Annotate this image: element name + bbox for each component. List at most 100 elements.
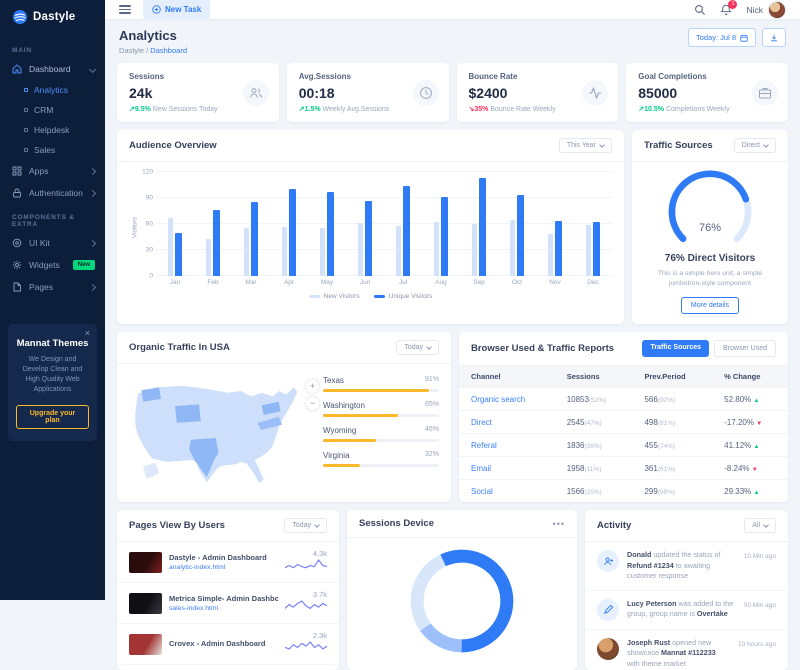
bar-group-feb — [194, 172, 232, 276]
grid-icon — [12, 166, 22, 176]
legend-item: Unique Visitors — [373, 293, 432, 300]
sidebar-item-crm[interactable]: CRM — [0, 100, 105, 120]
bar-group-sep — [460, 172, 498, 276]
new-visitors-bar — [320, 228, 325, 276]
traffic-sources-panel: Traffic Sources Direct 76% 76% Direct Vi… — [632, 130, 788, 325]
panel-title: Audience Overview — [129, 140, 217, 151]
usa-outline — [135, 386, 298, 484]
clock-icon — [419, 86, 432, 99]
brand-name: Dastyle — [33, 11, 76, 23]
new-visitors-bar — [396, 225, 401, 276]
home-icon — [12, 64, 22, 74]
traffic-filter-dropdown[interactable]: Direct — [733, 138, 776, 153]
pages-list: Dastyle - Admin Dashboard analytic-index.… — [117, 542, 339, 666]
stat-card-sessions: Sessions 24k ↗9.5% New Sessions Today — [117, 63, 279, 122]
page-link[interactable]: sales-index.html — [169, 605, 219, 613]
new-visitors-bar — [548, 234, 553, 276]
sidebar-item-dashboard[interactable]: Dashboard — [0, 58, 105, 80]
bar-group-dec — [574, 172, 612, 276]
new-visitors-bar — [434, 222, 439, 276]
timestamp: 10 Min ago — [743, 553, 776, 561]
sidebar-item-analytics[interactable]: Analytics — [0, 80, 105, 100]
search-icon[interactable] — [694, 4, 706, 16]
sidebar: Dastyle Main Dashboard Analytics CRM Hel… — [0, 0, 105, 600]
close-icon[interactable]: × — [84, 328, 90, 338]
chevron-down-icon — [314, 522, 320, 528]
stat-card-avg-sessions: Avg.Sessions 00:18 ↗1.5% Weekly Avg.Sess… — [286, 63, 449, 122]
sidebar-item-pages[interactable]: Pages — [0, 276, 105, 298]
more-options-icon[interactable]: ••• — [552, 518, 565, 529]
map-zoom-out-button[interactable]: − — [306, 397, 319, 411]
gauge-value: 76% — [698, 222, 722, 234]
download-icon — [771, 34, 777, 41]
chevron-down-icon — [599, 141, 605, 148]
organic-filter-dropdown[interactable]: Today — [396, 340, 439, 356]
menu-toggle-icon[interactable] — [119, 5, 131, 14]
activity-panel: Activity All Donald updated the status o… — [585, 510, 788, 670]
list-item[interactable]: Crovex - Admin Dashboard 2.3k — [117, 624, 339, 666]
user-avatar — [597, 637, 619, 660]
activity-item: Joseph Rust opened new showcase Mannat #… — [585, 630, 788, 670]
list-item[interactable]: Metrica Simple- Admin Dashboardsales-ind… — [117, 583, 339, 625]
sidebar-item-authentication[interactable]: Authentication — [0, 182, 105, 204]
brand-logo[interactable]: Dastyle — [0, 0, 105, 37]
new-task-button[interactable]: New Task — [143, 0, 211, 19]
usa-map[interactable]: + − — [129, 372, 319, 491]
brand-logo-icon — [13, 10, 27, 24]
bullet-icon — [24, 108, 28, 112]
tab-traffic-sources[interactable]: Traffic Sources — [642, 340, 710, 358]
trend-up-icon: ▲ — [753, 489, 760, 496]
breadcrumb: Dastyle / Dashboard — [119, 46, 187, 55]
user-menu[interactable]: Nick — [746, 0, 786, 19]
channel-link[interactable]: Organic search — [459, 387, 555, 411]
table-row: Email 1958(11%) 361(61%) -8.24% ▼ — [459, 456, 788, 480]
promo-body: We Design and Develop Clean and High Qua… — [22, 356, 83, 394]
traffic-headline: 76% Direct Visitors — [664, 253, 756, 264]
sidebar-item-sales[interactable]: Sales — [0, 140, 105, 160]
unique-visitors-bar — [213, 210, 220, 276]
tab-browser-used[interactable]: Browser Used — [714, 340, 776, 358]
channel-link[interactable]: Email — [459, 456, 555, 480]
sidebar-item-widgets[interactable]: Widgets New — [0, 254, 105, 276]
page-link[interactable]: analytic-index.html — [169, 564, 226, 572]
sidebar-item-ui-kit[interactable]: UI Kit — [0, 232, 105, 254]
map-zoom-in-button[interactable]: + — [306, 380, 319, 394]
activity-filter-dropdown[interactable]: All — [744, 518, 776, 534]
channel-link[interactable]: Referal — [459, 433, 555, 457]
user-name: Nick — [746, 4, 763, 15]
state-row: Wyoming 46% — [323, 426, 439, 443]
briefcase-icon — [759, 87, 771, 98]
panel-title: Traffic Sources — [644, 140, 713, 151]
audience-filter-dropdown[interactable]: This Year — [558, 138, 612, 153]
new-visitors-bar — [586, 224, 591, 276]
alaska — [143, 463, 160, 480]
breadcrumb-parent[interactable]: Dastyle — [119, 46, 145, 55]
trend-down-icon: ▼ — [756, 420, 763, 427]
box-icon — [12, 238, 22, 248]
list-item[interactable]: Dastyle - Admin Dashboard analytic-index.… — [117, 542, 339, 584]
lock-icon — [13, 188, 21, 198]
channel-link[interactable]: Social — [459, 479, 555, 503]
trend-down-icon: ▼ — [751, 466, 758, 473]
upgrade-plan-button[interactable]: Upgrade your plan — [16, 404, 89, 429]
sidebar-section-components: Components & Extra — [12, 214, 75, 228]
unique-visitors-bar — [289, 189, 296, 276]
unique-visitors-bar — [327, 191, 334, 276]
organic-traffic-panel: Organic Traffic In USA Today — [117, 332, 451, 503]
user-plus-icon — [597, 550, 619, 573]
chart-legend: New Visitors Unique Visitors — [129, 286, 612, 306]
sidebar-item-apps[interactable]: Apps — [0, 160, 105, 182]
sidebar-item-helpdesk[interactable]: Helpdesk — [0, 120, 105, 140]
download-button[interactable] — [762, 28, 786, 47]
date-range-button[interactable]: Today: Jul 8 — [687, 28, 756, 47]
chevron-down-icon — [763, 141, 769, 148]
channel-link[interactable]: Direct — [459, 410, 555, 434]
pages-filter-dropdown[interactable]: Today — [284, 518, 327, 534]
trend-up-icon: ▲ — [753, 443, 760, 450]
bar-group-jun — [346, 172, 384, 276]
more-details-button[interactable]: More details — [680, 297, 740, 315]
notifications-bell-icon[interactable]: 1 — [720, 0, 738, 16]
unique-visitors-bar — [593, 222, 600, 276]
panel-title: Pages View By Users — [129, 520, 225, 532]
traffic-subtext: This is a simple hero unit, a simple jum… — [657, 270, 763, 288]
